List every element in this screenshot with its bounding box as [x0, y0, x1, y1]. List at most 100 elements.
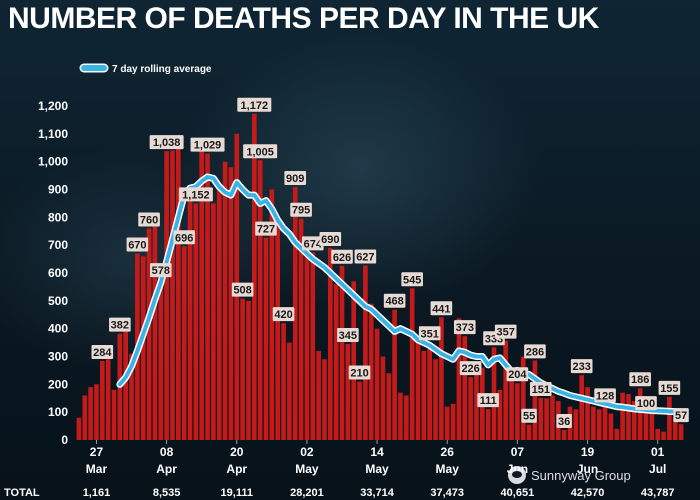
bar-value-label-text: 57: [675, 410, 687, 422]
y-tick-label: 1,100: [38, 127, 68, 141]
watermark: Sunnyway Group: [508, 466, 631, 484]
total-value: 40,651: [501, 487, 535, 499]
total-value: 37,473: [430, 487, 464, 499]
bar: [129, 353, 134, 440]
bar-value-label-text: 111: [480, 395, 497, 407]
bar: [456, 318, 462, 440]
bar: [655, 428, 661, 440]
y-tick-label: 200: [48, 377, 68, 391]
bar-value-label-bg: [319, 231, 342, 246]
y-tick-label: 800: [48, 210, 68, 224]
bar-value-label-bg: [190, 137, 225, 152]
bar-value-label: 111: [477, 393, 499, 408]
bar: [152, 222, 158, 440]
bar-value-label: 627: [354, 249, 377, 264]
bar: [427, 342, 433, 440]
bar-value-label-text: 760: [140, 214, 158, 226]
x-tick-day: 01: [651, 445, 665, 459]
bar: [503, 340, 509, 440]
bar-value-label-bg: [430, 301, 453, 316]
bar: [322, 359, 327, 440]
bar-value-label-bg: [524, 344, 546, 359]
totals-row: TOTAL 1,161 8,535 19,111 28,201 33,714 37,473 4…: [4, 487, 675, 499]
bar: [368, 303, 374, 440]
bar-value-label-bg: [635, 396, 657, 411]
bar-value-label-text: 696: [175, 232, 193, 244]
bar-value-label-bg: [418, 326, 441, 341]
x-tick-day: 14: [370, 445, 384, 459]
bar-value-label-bg: [284, 171, 307, 185]
bar: [292, 187, 298, 440]
y-tick-label: 400: [48, 322, 68, 336]
bar: [515, 383, 520, 440]
bar-value-label-text: 210: [350, 368, 368, 380]
rolling-average-series: [116, 173, 685, 416]
x-tick-day: 26: [441, 445, 455, 459]
bar: [251, 113, 257, 440]
bar: [146, 228, 152, 440]
bar-value-label: 351: [418, 326, 441, 341]
bar: [298, 218, 304, 440]
bar-value-label: 508: [231, 282, 254, 297]
total-value: 33,714: [360, 487, 395, 499]
bar: [626, 394, 631, 440]
wechat-icon: [508, 466, 526, 484]
bar-value-label-bg: [331, 249, 353, 264]
bar-value-label-bg: [658, 380, 681, 395]
y-tick-label: 0: [61, 433, 68, 447]
bar: [310, 252, 316, 440]
bar-value-label-text: 55: [523, 411, 535, 423]
bar: [649, 403, 655, 440]
bar-value-label-text: 441: [432, 303, 450, 315]
bar-value-label: 468: [383, 293, 406, 308]
x-tick-day: 08: [160, 445, 174, 459]
bar: [403, 395, 409, 440]
bar-value-label-bg: [301, 236, 324, 251]
bar: [351, 281, 357, 440]
x-tick: 01 Jul: [649, 440, 666, 476]
bar: [550, 395, 555, 440]
bar: [520, 356, 526, 440]
x-tick: 19 Jun: [577, 440, 598, 476]
bar: [228, 167, 234, 441]
bar: [398, 392, 403, 440]
bar-value-label-text: 545: [403, 274, 421, 286]
x-tick: 26 May: [436, 440, 459, 476]
bar-value-label-text: 727: [257, 224, 275, 236]
bar-value-label-bg: [91, 344, 114, 359]
bar: [392, 309, 397, 440]
bar-value-label-text: 1,029: [194, 140, 222, 152]
x-tick-day: 27: [90, 445, 104, 459]
bar-value-label-bg: [570, 359, 593, 374]
bar-value-label-bg: [383, 293, 406, 308]
bar-value-label: 578: [149, 263, 172, 278]
totals-label: TOTAL: [4, 487, 40, 499]
bar: [631, 401, 637, 440]
bar-value-label: 151: [529, 381, 552, 396]
bar: [579, 375, 585, 440]
bar-value-label: 286: [524, 344, 546, 359]
bar-value-label-bg: [337, 327, 359, 342]
bar-value-label-text: 508: [233, 285, 251, 297]
bar-value-label-text: 204: [508, 369, 527, 381]
bar: [661, 431, 666, 440]
legend: 7 day rolling average: [79, 63, 212, 75]
bar-value-label-bg: [126, 237, 149, 252]
bar-value-label-bg: [149, 263, 172, 278]
bar: [538, 397, 544, 440]
bar-value-label: 1,152: [178, 187, 213, 202]
bar-value-label-text: 578: [152, 265, 170, 277]
bar: [181, 246, 187, 440]
x-tick-day: 20: [230, 445, 244, 459]
bar-value-label: 373: [453, 320, 476, 335]
bar: [170, 150, 175, 440]
total-value: 43,787: [641, 487, 675, 499]
bar: [246, 300, 251, 440]
bar-value-label-text: 420: [274, 309, 292, 321]
rolling-average-line: [117, 174, 684, 414]
bar: [88, 387, 93, 440]
bar-value-label-bg: [477, 393, 499, 408]
bar: [111, 389, 117, 440]
y-tick-label: 900: [48, 183, 68, 197]
